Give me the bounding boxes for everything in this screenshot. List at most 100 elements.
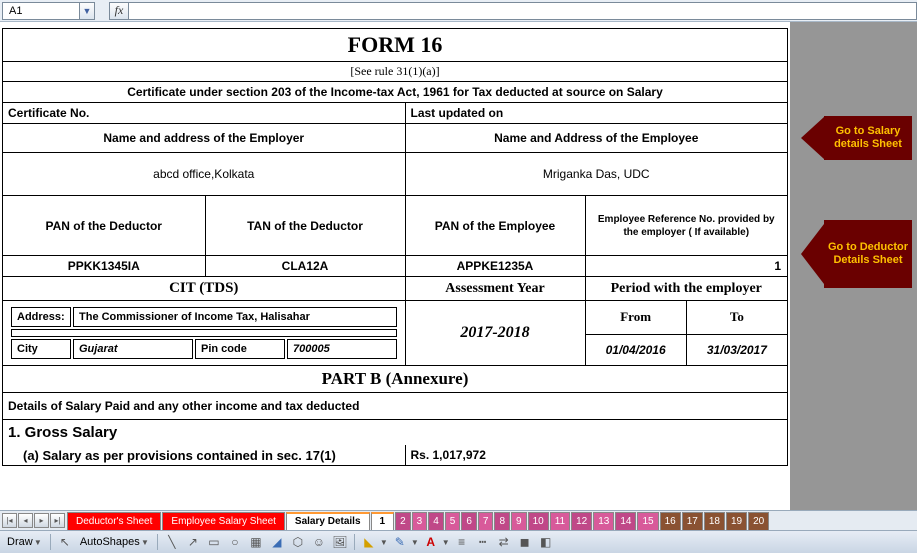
pin-label: Pin code — [195, 339, 285, 359]
draw-label: Draw — [7, 536, 33, 548]
assessment-year-value: 2017-2018 — [405, 301, 585, 366]
tab-sheet-1[interactable]: 1 — [371, 512, 395, 530]
cert-no-label: Certificate No. — [3, 103, 406, 124]
tab-sheet-4[interactable]: 4 — [428, 512, 444, 530]
tab-sheet-20[interactable]: 20 — [748, 512, 769, 530]
3d-icon[interactable]: ◧ — [537, 533, 555, 551]
tan-deductor-value: CLA12A — [205, 256, 405, 277]
employer-header: Name and address of the Employer — [3, 124, 406, 153]
fx-button[interactable]: fx — [109, 2, 129, 20]
line-color-icon[interactable]: ✎ — [391, 533, 409, 551]
tab-sheet-5[interactable]: 5 — [445, 512, 461, 530]
tab-sheet-18[interactable]: 18 — [704, 512, 725, 530]
goto-deductor-label: Go to Deductor Details Sheet — [824, 220, 912, 288]
cell-ref: A1 — [9, 5, 22, 17]
arrow-left-icon — [801, 224, 824, 284]
tab-label: Salary Details — [295, 516, 361, 527]
tab-nav-next[interactable]: ▸ — [34, 513, 49, 528]
name-box-dropdown[interactable]: ▼ — [80, 2, 95, 20]
tab-sheet-12[interactable]: 12 — [571, 512, 592, 530]
details-line: Details of Salary Paid and any other inc… — [3, 393, 788, 420]
arrow-icon[interactable]: ↗ — [184, 533, 202, 551]
tab-sheet-8[interactable]: 8 — [494, 512, 510, 530]
tab-sheet-7[interactable]: 7 — [478, 512, 494, 530]
tab-sheet-2[interactable]: 2 — [395, 512, 411, 530]
picture-icon[interactable]: 🖼 — [331, 533, 349, 551]
fill-color-icon[interactable]: ◣ — [360, 533, 378, 551]
shadow-icon[interactable]: ◼ — [516, 533, 534, 551]
salary-provisions-label: (a) Salary as per provisions contained i… — [3, 445, 406, 466]
city-label: City — [11, 339, 71, 359]
rule-text: [See rule 31(1)(a)] — [3, 62, 788, 82]
line-style-icon[interactable]: ≡ — [453, 533, 471, 551]
goto-salary-label: Go to Salary details Sheet — [824, 116, 912, 160]
tab-sheet-14[interactable]: 14 — [615, 512, 636, 530]
tab-sheet-19[interactable]: 19 — [726, 512, 747, 530]
drawing-toolbar: Draw ▼ ↖ AutoShapes ▼ ╲ ↗ ▭ ○ ▦ ◢ ⬡ ☺ 🖼 … — [0, 530, 917, 553]
tab-sheet-3[interactable]: 3 — [412, 512, 428, 530]
tab-sheet-16[interactable]: 16 — [660, 512, 681, 530]
fx-label: fx — [115, 3, 124, 18]
arrow-style-icon[interactable]: ⇄ — [495, 533, 513, 551]
line-icon[interactable]: ╲ — [163, 533, 181, 551]
city-value: Gujarat — [73, 339, 193, 359]
diagram-icon[interactable]: ⬡ — [289, 533, 307, 551]
tab-label: Employee Salary Sheet — [171, 516, 276, 527]
form16-table: FORM 16 [See rule 31(1)(a)] Certificate … — [2, 28, 788, 466]
tab-nav-first[interactable]: |◂ — [2, 513, 17, 528]
pan-employee-label: PAN of the Employee — [405, 196, 585, 256]
tab-sheet-17[interactable]: 17 — [682, 512, 703, 530]
tab-salary-details[interactable]: Salary Details — [286, 512, 370, 530]
wordart-icon[interactable]: ◢ — [268, 533, 286, 551]
pin-value: 700005 — [287, 339, 397, 359]
emp-ref-label: Employee Reference No. provided by the e… — [585, 196, 788, 256]
autoshapes-menu[interactable]: AutoShapes ▼ — [77, 536, 152, 548]
from-value: 01/04/2016 — [585, 334, 686, 365]
tab-label: Deductor's Sheet — [76, 516, 152, 527]
oval-icon[interactable]: ○ — [226, 533, 244, 551]
assessment-year-label: Assessment Year — [405, 277, 585, 301]
cit-header: CIT (TDS) — [3, 277, 406, 301]
from-label: From — [585, 301, 686, 335]
name-box[interactable]: A1 — [2, 2, 80, 20]
tab-nav-last[interactable]: ▸| — [50, 513, 65, 528]
draw-menu[interactable]: Draw ▼ — [4, 536, 45, 548]
employer-value: abcd office,Kolkata — [3, 153, 406, 196]
tan-deductor-label: TAN of the Deductor — [205, 196, 405, 256]
autoshapes-label: AutoShapes — [80, 536, 140, 548]
to-label: To — [686, 301, 787, 335]
arrow-left-icon — [801, 117, 824, 159]
tab-sheet-11[interactable]: 11 — [550, 512, 570, 530]
tab-nav-prev[interactable]: ◂ — [18, 513, 33, 528]
formula-bar: A1 ▼ fx — [0, 0, 917, 22]
sheet-tab-strip: |◂ ◂ ▸ ▸| Deductor's Sheet Employee Sala… — [0, 510, 917, 530]
address-label: Address: — [11, 307, 71, 327]
tab-sheet-9[interactable]: 9 — [511, 512, 527, 530]
employee-value: Mriganka Das, UDC — [405, 153, 788, 196]
textbox-icon[interactable]: ▦ — [247, 533, 265, 551]
certificate-desc: Certificate under section 203 of the Inc… — [3, 82, 788, 103]
last-updated-label: Last updated on — [405, 103, 788, 124]
tab-sheet-13[interactable]: 13 — [593, 512, 614, 530]
worksheet[interactable]: FORM 16 [See rule 31(1)(a)] Certificate … — [0, 22, 790, 510]
font-color-icon[interactable]: A — [422, 533, 440, 551]
tab-deductor-sheet[interactable]: Deductor's Sheet — [67, 512, 161, 530]
tab-sheet-10[interactable]: 10 — [528, 512, 549, 530]
pan-deductor-value: PPKK1345IA — [3, 256, 206, 277]
clipart-icon[interactable]: ☺ — [310, 533, 328, 551]
select-objects-icon[interactable]: ↖ — [56, 533, 74, 551]
formula-input[interactable] — [129, 2, 917, 20]
tab-sheet-6[interactable]: 6 — [461, 512, 477, 530]
tab-sheet-15[interactable]: 15 — [637, 512, 658, 530]
partb-title: PART B (Annexure) — [3, 366, 788, 393]
gross-salary-label: 1. Gross Salary — [3, 420, 788, 446]
rectangle-icon[interactable]: ▭ — [205, 533, 223, 551]
employee-header: Name and Address of the Employee — [405, 124, 788, 153]
dash-style-icon[interactable]: ┅ — [474, 533, 492, 551]
tab-employee-salary-sheet[interactable]: Employee Salary Sheet — [162, 512, 285, 530]
salary-provisions-value: Rs. 1,017,972 — [405, 445, 788, 466]
emp-ref-value: 1 — [585, 256, 788, 277]
to-value: 31/03/2017 — [686, 334, 787, 365]
period-employer-label: Period with the employer — [585, 277, 788, 301]
pan-employee-value: APPKE1235A — [405, 256, 585, 277]
